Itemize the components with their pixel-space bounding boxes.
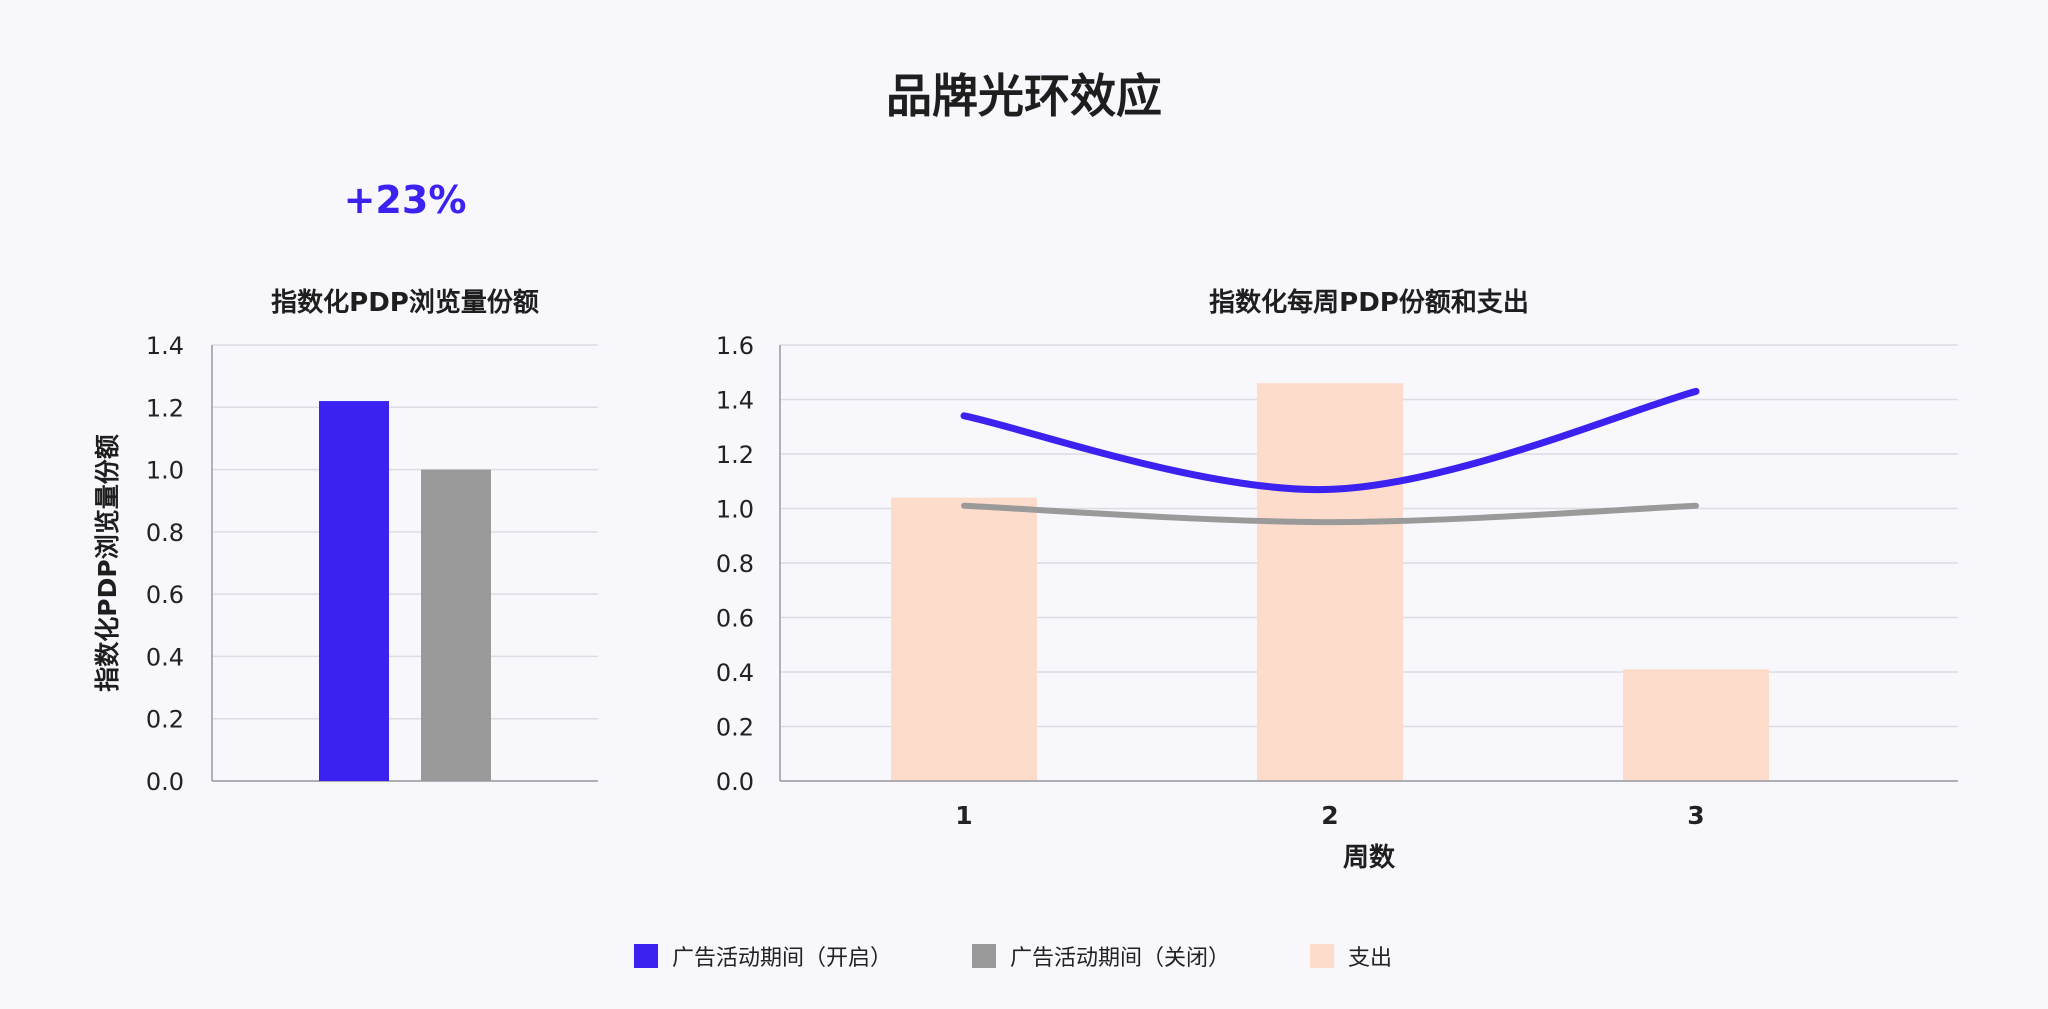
y-axis-title: 指数化PDP浏览量份额 <box>93 434 122 691</box>
bar-campaign-off <box>421 469 491 781</box>
page-title: 品牌光环效应 <box>886 69 1162 123</box>
chart-title: 指数化PDP浏览量份额 <box>271 288 539 318</box>
legend: 广告活动期间（开启） 广告活动期间（关闭） 支出 <box>0 940 2048 980</box>
y-tick-label: 1.0 <box>716 496 754 524</box>
y-tick-label: 1.4 <box>716 387 754 415</box>
legend-item-spend[interactable]: 支出 <box>1310 940 1392 972</box>
bar-spend <box>1257 383 1403 781</box>
y-tick-label: 0.8 <box>146 519 184 547</box>
y-tick-label: 0.6 <box>146 581 184 609</box>
bar-spend <box>1623 669 1769 781</box>
bar-spend <box>891 497 1037 781</box>
line-campaign-off <box>961 502 1699 526</box>
y-tick-label: 0.4 <box>146 643 184 671</box>
y-tick-label: 0.0 <box>716 768 754 796</box>
y-tick-label: 1.4 <box>146 332 184 360</box>
y-tick-label: 1.2 <box>146 394 184 422</box>
y-tick-label: 0.2 <box>716 714 754 742</box>
legend-item-campaign-off[interactable]: 广告活动期间（关闭） <box>972 940 1230 972</box>
y-tick-label: 0.6 <box>716 605 754 633</box>
y-tick-label: 0.0 <box>146 768 184 796</box>
x-tick-label: 3 <box>1687 801 1704 830</box>
legend-label-campaign-on: 广告活动期间（开启） <box>672 946 893 971</box>
y-tick-label: 0.2 <box>146 706 184 734</box>
y-tick-label: 1.6 <box>716 332 754 360</box>
uplift-callout: +23% <box>343 178 467 222</box>
legend-swatch-spend <box>1310 944 1334 968</box>
y-tick-label: 0.8 <box>716 550 754 578</box>
bar-campaign-on <box>319 401 389 781</box>
x-axis-title: 周数 <box>1343 843 1396 873</box>
share-bar-chart: 指数化PDP浏览量份额 0.0 0.2 0.4 0.6 0.8 1.0 1.2 1.4 指数化PD… <box>93 288 598 796</box>
legend-swatch-campaign-off <box>972 944 996 968</box>
chart-title: 指数化每周PDP份额和支出 <box>1209 287 1529 318</box>
x-tick-label: 2 <box>1321 801 1338 830</box>
legend-label-spend: 支出 <box>1348 946 1393 971</box>
legend-item-campaign-on[interactable]: 广告活动期间（开启） <box>634 940 892 972</box>
legend-swatch-campaign-on <box>634 944 658 968</box>
y-tick-label: 1.2 <box>716 441 754 469</box>
weekly-combo-chart: 指数化每周PDP份额和支出 0.0 0.2 0.4 0.6 0.8 1.0 1.2 1.4 1.6… <box>716 287 1958 873</box>
y-tick-label: 0.4 <box>716 659 754 687</box>
x-tick-label: 1 <box>955 801 972 830</box>
line-campaign-on <box>960 387 1700 494</box>
y-tick-label: 1.0 <box>146 457 184 485</box>
legend-label-campaign-off: 广告活动期间（关闭） <box>1010 946 1231 971</box>
